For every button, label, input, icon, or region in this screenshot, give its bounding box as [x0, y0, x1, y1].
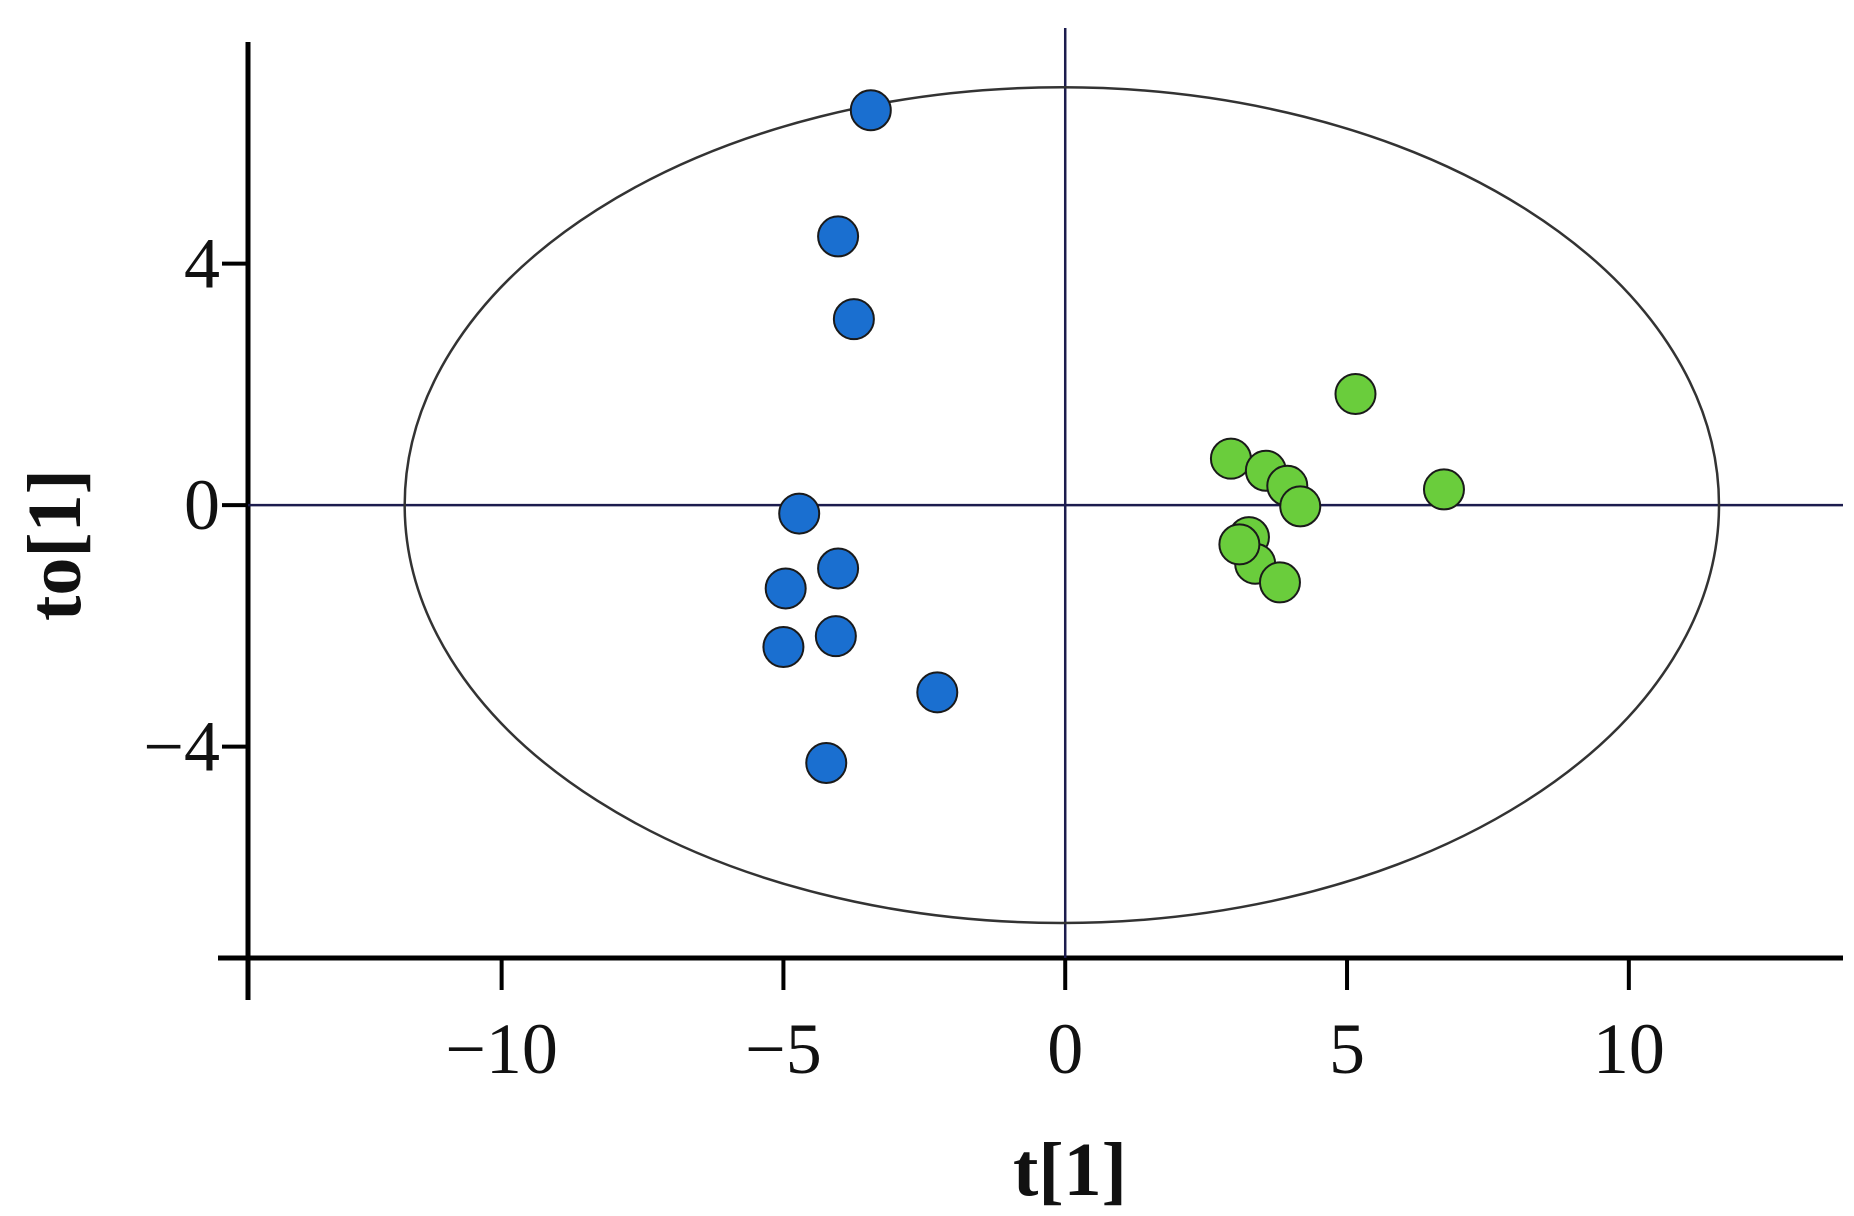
data-point [817, 547, 860, 590]
data-point [1279, 485, 1322, 528]
data-point [1258, 561, 1301, 604]
data-point [778, 492, 821, 535]
x-tick-label: 10 [1593, 1009, 1665, 1089]
data-point [762, 626, 805, 669]
data-point [764, 567, 807, 610]
confidence-ellipse [403, 86, 1721, 925]
x-tick-label: 5 [1329, 1009, 1365, 1089]
data-point [916, 671, 959, 714]
data-point [805, 741, 848, 784]
y-tick-label: 0 [184, 465, 220, 545]
data-point [817, 215, 860, 258]
data-point [1422, 468, 1465, 511]
data-point [1209, 437, 1252, 480]
y-tick-label: 4 [184, 224, 220, 304]
data-point [1334, 373, 1377, 416]
y-tick-label: −4 [143, 707, 220, 787]
x-tick-label: −5 [745, 1009, 822, 1089]
x-tick-label: −10 [445, 1009, 558, 1089]
data-point [1218, 523, 1261, 566]
x-axis-title: t[1] [1013, 1128, 1127, 1212]
data-point [814, 615, 857, 658]
y-axis-title: to[1] [13, 469, 97, 621]
data-point [832, 298, 875, 341]
data-point [849, 89, 892, 132]
x-tick-label: 0 [1047, 1009, 1083, 1089]
